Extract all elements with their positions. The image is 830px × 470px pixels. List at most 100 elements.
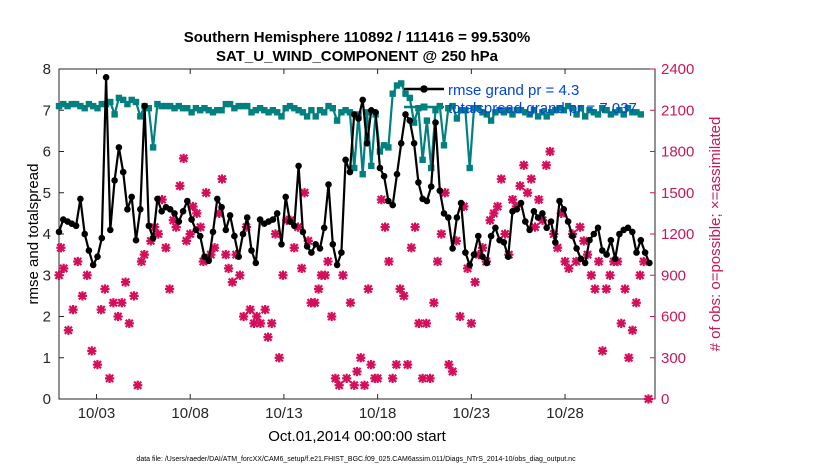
totalspread-point [359,171,366,178]
obs-count-marker [129,291,139,301]
obs-count-marker [120,277,131,287]
totalspread-point [128,96,135,104]
obs-count-marker [92,360,103,370]
obs-count-marker [594,256,604,267]
obs-count-marker [168,215,178,225]
rmse-point [475,232,482,240]
obs-count-marker [252,311,262,322]
rmse-point [385,197,392,205]
rmse-point [492,224,499,232]
totalspread-point [517,107,525,114]
totalspread-point [85,100,93,108]
totalspread-point [248,109,255,116]
rmse-point [248,247,255,254]
rmse-point [329,241,337,248]
totalspread-point [500,109,508,116]
rmse-point [517,199,525,207]
obs-count-marker [289,243,299,253]
obs-count-marker [330,373,341,383]
totalspread-point [616,107,623,114]
rmse-point [166,206,174,213]
totalspread-point [487,117,495,124]
obs-count-marker [403,360,413,370]
rmse-point [522,218,529,225]
rmse-point [611,255,619,263]
obs-count-marker [541,160,551,170]
obs-count-marker [643,394,654,404]
rmse-point [119,168,127,176]
obs-count-marker [96,305,106,315]
rmse-point [201,253,208,260]
obs-count-marker [363,284,373,294]
obs-count-marker [63,325,73,335]
obs-count-marker [231,250,241,260]
obs-count-marker [59,263,69,273]
rmse-point [239,230,247,238]
totalspread-point [175,102,182,110]
totalspread-point [406,94,413,102]
totalspread-point [312,113,319,120]
obs-count-marker [556,208,566,218]
obs-count-marker [54,270,64,280]
totalspread-point [475,105,482,112]
totalspread-point [539,109,546,116]
rmse-point [77,195,84,203]
rmse-point [333,261,341,269]
totalspread-point [158,102,165,110]
obs-count-marker [624,353,634,363]
totalspread-point [346,109,354,116]
y-left-tick-label: 5 [43,185,51,202]
totalspread-point [389,90,396,97]
x-tick-label: 10/23 [453,405,491,422]
obs-count-marker [507,195,518,205]
totalspread-point [94,105,101,112]
rmse-point [543,224,550,232]
rmse-point [577,255,585,263]
totalspread-point [556,105,563,112]
totalspread-point [419,156,426,163]
totalspread-point [479,109,486,116]
obs-count-marker [299,188,310,198]
rmse-point [316,245,324,252]
legend-rmse-marker [420,85,428,93]
rmse-point [380,172,388,180]
rmse-point [393,170,401,178]
rmse-point [218,203,225,211]
totalspread-point [633,109,640,116]
obs-count-marker [108,298,118,308]
totalspread-point [368,162,375,170]
y-right-tick-label: 2100 [661,102,694,119]
rmse-point [363,140,371,147]
y-right-tick-label: 600 [661,309,686,326]
rmse-point [226,212,234,219]
obs-count-marker [235,270,245,280]
y-right-tick-label: 300 [661,350,686,367]
rmse-point [252,259,260,267]
totalspread-point [564,102,572,110]
rmse-point [423,197,431,205]
legend-spread-label: totalspread grand pr = 7.037 [448,100,637,117]
rmse-point [273,210,281,217]
totalspread-point [543,113,550,120]
obs-count-marker [620,284,630,294]
rmse-point [192,226,200,234]
totalspread-point [470,105,478,112]
x-tick-label: 10/03 [78,405,116,422]
totalspread-point [274,109,281,116]
obs-count-marker [345,298,356,308]
y-left-tick-label: 6 [43,144,51,161]
obs-count-marker [447,366,458,377]
rmse-series [55,74,653,269]
totalspread-point [509,111,516,118]
ticks: 10/03 10/08 10/13 10/18 10/23 10/28 0 1 2 3 4 5 6 7 8 0… [43,61,695,422]
obs-count-marker [278,270,288,280]
rmse-point [440,210,448,217]
y-right-tick-label: 1200 [661,226,694,243]
totalspread-point [209,109,217,116]
totalspread-point [162,102,170,110]
rmse-point [586,236,593,244]
obs-count-marker [161,243,171,253]
obs-count-marker [224,263,234,273]
totalspread-point [269,107,277,114]
x-tick-label: 10/18 [359,405,397,422]
